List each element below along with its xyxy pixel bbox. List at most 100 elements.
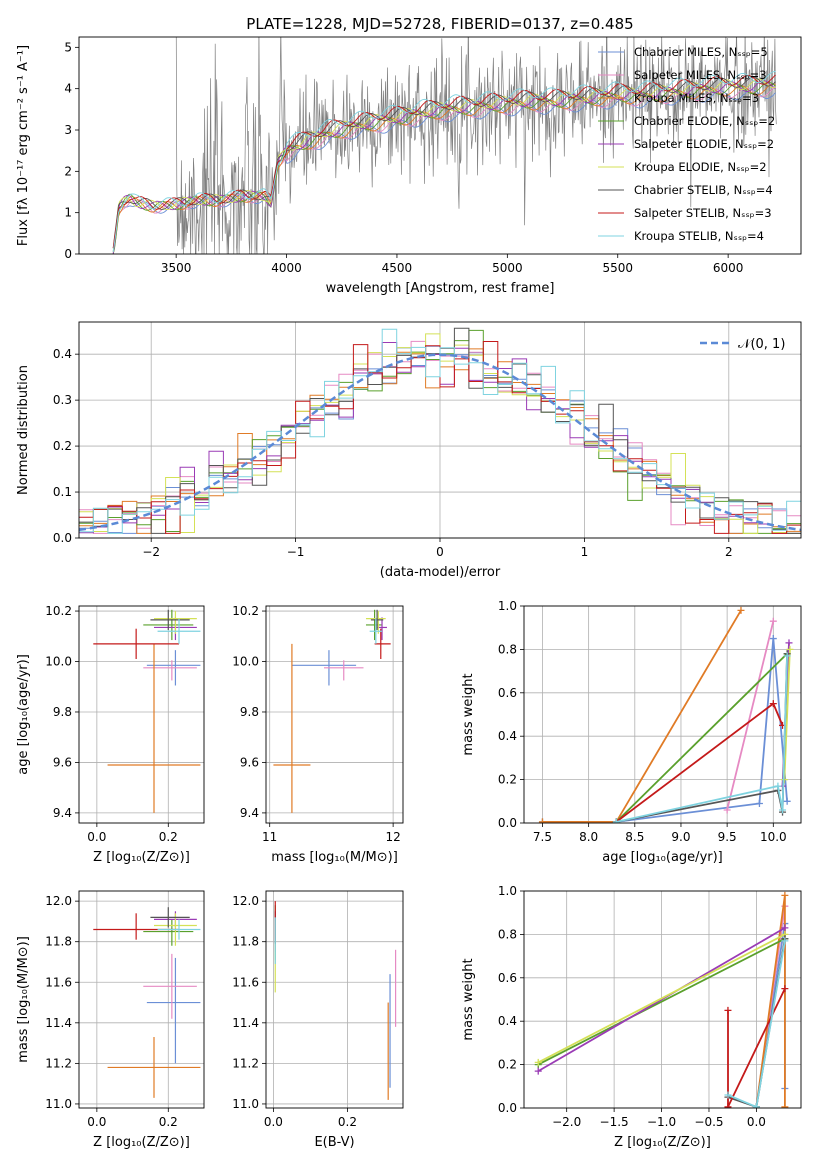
mass-vs-ebv-ytick-label: 11.4 (232, 1016, 259, 1030)
spectrum-title: PLATE=1228, MJD=52728, FIBERID=0137, z=0… (246, 15, 633, 33)
spectrum-model-line-8 (112, 74, 776, 249)
residuals-ytick-label: 0.0 (53, 531, 72, 545)
mass-vs-Z-ytick-label: 11.0 (45, 1097, 72, 1111)
age-vs-mass-ytick-label: 9.6 (240, 755, 259, 769)
spectrum-legend-entry: Chabrier ELODIE, Nₛₛₚ=2 (634, 114, 775, 128)
mass-vs-Z-frame (78, 890, 205, 1109)
weight-vs-Z-series-6 (537, 933, 786, 1064)
weight-vs-Z-marker-5 (781, 924, 789, 932)
weight-vs-Z-ylabel: mass weight (461, 958, 476, 1040)
mass-vs-ebv-ytick-label: 11.8 (232, 935, 259, 949)
spectrum-xtick-label: 5500 (602, 261, 633, 275)
age-vs-mass-frame (265, 605, 404, 824)
spectrum-ytick-label: 1 (64, 206, 72, 220)
age-vs-mass-ytick-label: 9.8 (240, 705, 259, 719)
age-vs-Z-ytick-label: 10.2 (45, 604, 72, 618)
residuals-ytick-label: 0.1 (53, 485, 72, 499)
weight-vs-age-marker-3 (737, 606, 745, 614)
age-vs-Z-plot (93, 609, 201, 813)
weight-vs-age-xlabel: age [log₁₀(age/yr)] (602, 850, 723, 865)
age-vs-mass-ytick-label: 10.0 (232, 655, 259, 669)
weight-vs-Z-marker-5 (534, 1067, 542, 1075)
mass-vs-Z-xlabel: Z [log₁₀(Z/Z⊙)] (93, 1135, 190, 1150)
weight-vs-age-xtick-label: 7.5 (533, 830, 552, 844)
weight-vs-age-marker-6 (786, 645, 794, 653)
age-vs-Z-xtick-label: 0.0 (87, 830, 106, 844)
mass-vs-Z-xtick-label: 0.2 (159, 1115, 178, 1129)
weight-vs-Z-xtick-label: −0.5 (694, 1115, 723, 1129)
weight-vs-age-marker-9 (783, 652, 791, 660)
spectrum-model-line-3 (112, 83, 776, 254)
age-vs-Z-ytick-label: 9.6 (53, 755, 72, 769)
spectrum-ytick-label: 0 (64, 247, 72, 261)
spectrum-legend-entry: Salpeter STELIB, Nₛₛₚ=3 (634, 206, 772, 220)
weight-vs-age-series-1 (542, 638, 788, 823)
spectrum-xtick-label: 6000 (713, 261, 744, 275)
spectrum-xlabel: wavelength [Angstrom, rest frame] (326, 281, 555, 296)
spectrum-legend-entry: Chabrier STELIB, Nₛₛₚ=4 (634, 183, 773, 197)
weight-vs-age-marker-9 (774, 782, 782, 790)
weight-vs-Z-plot (534, 891, 789, 1108)
weight-vs-age-marker-1 (755, 799, 763, 807)
spectrum-model-line-9 (112, 71, 776, 253)
weight-vs-age-ytick-label: 0.2 (498, 773, 517, 787)
residual-hist-9 (79, 328, 801, 534)
spectrum-legend-entry: Kroupa ELODIE, Nₛₛₚ=2 (634, 160, 767, 174)
spectrum-ytick-label: 4 (64, 82, 72, 96)
mass-vs-Z-ytick-label: 11.2 (45, 1056, 72, 1070)
mass-vs-ebv-xtick-label: 0.2 (338, 1115, 357, 1129)
weight-vs-age-xtick-label: 8.0 (579, 830, 598, 844)
residuals-xtick-label: 1 (581, 545, 589, 559)
weight-vs-Z-ytick-label: 0.2 (498, 1058, 517, 1072)
age-vs-mass-xtick-label: 11 (262, 830, 277, 844)
age-vs-mass-ytick-label: 9.4 (240, 806, 259, 820)
spectrum-ytick-label: 3 (64, 123, 72, 137)
weight-vs-Z-marker-9 (752, 1103, 760, 1108)
mass-vs-Z-plot (93, 907, 201, 1098)
spectrum-model-line-6 (112, 78, 776, 253)
residuals-xtick-label: −2 (142, 545, 160, 559)
mass-vs-Z-ytick-label: 11.4 (45, 1016, 72, 1030)
data-layer (79, 37, 801, 1108)
weight-vs-age-marker-9 (779, 806, 787, 814)
weight-vs-age-xtick-label: 8.5 (625, 830, 644, 844)
residuals-ytick-label: 0.4 (53, 347, 72, 361)
spectrum-frame (78, 36, 802, 255)
weight-vs-age-ytick-label: 0.0 (498, 816, 517, 830)
spectrum-legend-entry: Salpeter ELODIE, Nₛₛₚ=2 (634, 137, 774, 151)
mass-vs-ebv-xtick-label: 0.0 (264, 1115, 283, 1129)
spectrum-xtick-label: 4000 (271, 261, 302, 275)
mass-vs-ebv-ytick-label: 12.0 (232, 894, 259, 908)
age-vs-mass-plot (273, 609, 391, 813)
weight-vs-Z-marker-8 (724, 1103, 732, 1108)
weight-vs-Z-series-5 (537, 927, 786, 1072)
weight-vs-age-series-4 (615, 653, 788, 823)
gaussian-curve (79, 353, 801, 532)
weight-vs-Z-ytick-label: 1.0 (498, 884, 517, 898)
weight-vs-Z-series-group (534, 891, 789, 1108)
weight-vs-age-ytick-label: 0.6 (498, 686, 517, 700)
weight-vs-age-marker-2 (769, 617, 777, 625)
weight-vs-Z-ytick-label: 0.6 (498, 971, 517, 985)
residuals-ytick-label: 0.3 (53, 393, 72, 407)
weight-vs-age-series-2 (726, 620, 775, 811)
weight-vs-Z-marker-3 (781, 1103, 789, 1108)
mass-vs-Z-ytick-label: 12.0 (45, 894, 72, 908)
spectrum-xtick-label: 3500 (161, 261, 192, 275)
age-vs-Z-ylabel: age [log₁₀(age/yr)] (16, 654, 31, 775)
age-vs-Z-xlabel: Z [log₁₀(Z/Z⊙)] (93, 850, 190, 865)
weight-vs-age-series-6 (783, 649, 791, 780)
grid-layer (79, 322, 801, 1109)
age-vs-mass-xlabel: mass [log₁₀(M/M⊙)] (271, 850, 398, 865)
mass-vs-ebv-frame (265, 890, 404, 1109)
weight-vs-age-marker-8 (769, 700, 777, 708)
age-vs-Z-ytick-label: 9.8 (53, 705, 72, 719)
residuals-xtick-label: 0 (436, 545, 444, 559)
mass-vs-Z-xtick-label: 0.0 (87, 1115, 106, 1129)
frame-layer (75, 36, 802, 1112)
weight-vs-Z-marker-3 (781, 891, 789, 899)
residuals-frame (78, 321, 802, 539)
weight-vs-Z-marker-9 (724, 1091, 732, 1099)
mass-vs-ebv-ytick-label: 11.6 (232, 975, 259, 989)
